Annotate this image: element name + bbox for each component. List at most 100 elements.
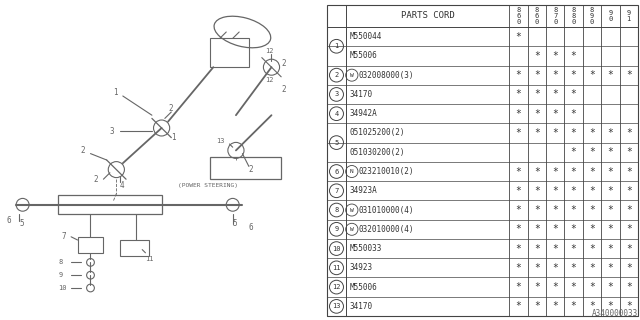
Text: 11: 11	[332, 265, 340, 271]
Text: *: *	[571, 282, 577, 292]
Text: 8
8
0: 8 8 0	[572, 7, 576, 25]
Text: *: *	[571, 51, 577, 61]
Text: 9: 9	[58, 272, 63, 278]
Text: 9
1: 9 1	[627, 10, 631, 22]
Text: 2: 2	[81, 146, 85, 155]
Bar	[58, 195, 161, 214]
Bar	[210, 38, 249, 67]
Text: A340000033: A340000033	[592, 309, 638, 318]
Text: *: *	[589, 205, 595, 215]
Text: *: *	[515, 109, 522, 119]
Bar	[120, 240, 148, 256]
Text: 13: 13	[332, 303, 340, 309]
Text: *: *	[534, 166, 540, 177]
Text: *: *	[552, 186, 558, 196]
Text: PARTS CORD: PARTS CORD	[401, 12, 454, 20]
Text: *: *	[534, 205, 540, 215]
Text: *: *	[626, 301, 632, 311]
Text: *: *	[607, 263, 613, 273]
Text: *: *	[552, 205, 558, 215]
Text: 1: 1	[113, 88, 118, 97]
Text: 5: 5	[233, 220, 237, 228]
Text: *: *	[626, 70, 632, 80]
Text: *: *	[607, 244, 613, 253]
Text: *: *	[626, 205, 632, 215]
Text: *: *	[607, 282, 613, 292]
Text: *: *	[626, 128, 632, 138]
Text: *: *	[534, 128, 540, 138]
Text: 5: 5	[19, 220, 24, 228]
Text: 11: 11	[145, 256, 154, 262]
Text: 023210010(2): 023210010(2)	[359, 167, 415, 176]
Text: *: *	[552, 128, 558, 138]
Text: 34923A: 34923A	[350, 186, 378, 195]
Text: (POWER STEERING): (POWER STEERING)	[178, 183, 238, 188]
Text: 1: 1	[172, 133, 176, 142]
Text: *: *	[571, 70, 577, 80]
Text: 051025200(2): 051025200(2)	[350, 128, 405, 138]
Text: *: *	[626, 282, 632, 292]
Text: 3: 3	[334, 92, 339, 97]
Text: 7: 7	[61, 232, 66, 241]
Text: 4: 4	[120, 181, 124, 190]
Text: 6: 6	[6, 216, 11, 225]
Text: *: *	[607, 128, 613, 138]
Text: W: W	[350, 227, 354, 232]
Text: *: *	[571, 128, 577, 138]
Text: 8: 8	[58, 260, 63, 265]
Text: *: *	[552, 263, 558, 273]
Text: 10: 10	[58, 285, 67, 291]
Text: 2: 2	[93, 175, 99, 184]
Text: *: *	[534, 301, 540, 311]
Text: *: *	[515, 301, 522, 311]
Text: *: *	[607, 147, 613, 157]
Text: *: *	[534, 263, 540, 273]
Text: W: W	[350, 208, 354, 212]
Text: *: *	[571, 244, 577, 253]
Text: 10: 10	[332, 245, 340, 252]
Text: *: *	[515, 186, 522, 196]
Text: M55006: M55006	[350, 283, 378, 292]
Text: 34942A: 34942A	[350, 109, 378, 118]
Text: *: *	[571, 263, 577, 273]
Text: 2: 2	[168, 104, 173, 113]
Text: *: *	[626, 224, 632, 234]
Text: *: *	[626, 263, 632, 273]
Text: 8
6
0: 8 6 0	[534, 7, 539, 25]
Text: 12: 12	[332, 284, 340, 290]
Text: *: *	[626, 166, 632, 177]
Text: *: *	[607, 186, 613, 196]
Text: *: *	[534, 224, 540, 234]
Text: 8: 8	[334, 207, 339, 213]
Text: *: *	[571, 147, 577, 157]
Text: 2: 2	[281, 60, 286, 68]
Text: *: *	[534, 109, 540, 119]
Text: *: *	[552, 244, 558, 253]
Text: W: W	[350, 73, 354, 78]
Text: *: *	[515, 224, 522, 234]
Text: *: *	[552, 301, 558, 311]
Bar	[210, 157, 281, 179]
Text: *: *	[571, 205, 577, 215]
Text: *: *	[589, 128, 595, 138]
Text: 051030200(2): 051030200(2)	[350, 148, 405, 157]
Text: *: *	[552, 224, 558, 234]
Text: *: *	[589, 301, 595, 311]
Text: *: *	[589, 224, 595, 234]
Text: *: *	[626, 244, 632, 253]
Text: *: *	[589, 282, 595, 292]
Text: *: *	[626, 147, 632, 157]
Text: *: *	[534, 186, 540, 196]
Text: 4: 4	[334, 111, 339, 117]
Text: *: *	[552, 89, 558, 100]
Text: 8
7
0: 8 7 0	[553, 7, 557, 25]
Text: 8
9
0: 8 9 0	[590, 7, 594, 25]
Text: *: *	[515, 282, 522, 292]
Text: 8
6
0: 8 6 0	[516, 7, 520, 25]
Text: 7: 7	[334, 188, 339, 194]
Text: *: *	[571, 301, 577, 311]
Text: 9
0: 9 0	[608, 10, 612, 22]
Text: *: *	[552, 109, 558, 119]
Text: 12: 12	[265, 48, 273, 54]
Text: 9: 9	[334, 226, 339, 232]
